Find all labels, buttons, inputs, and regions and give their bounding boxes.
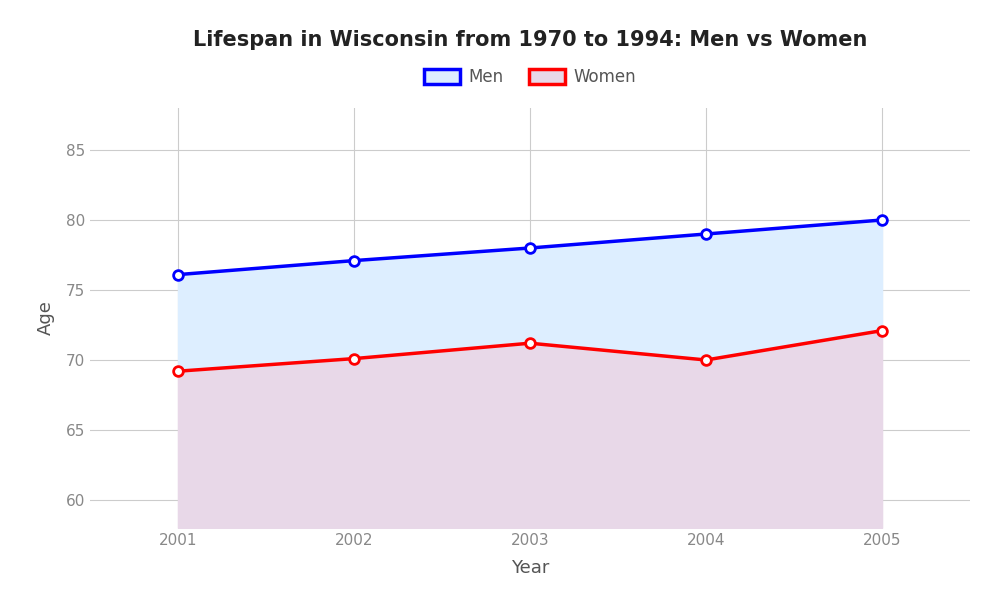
- Legend: Men, Women: Men, Women: [417, 62, 643, 93]
- Y-axis label: Age: Age: [37, 301, 55, 335]
- X-axis label: Year: Year: [511, 559, 549, 577]
- Title: Lifespan in Wisconsin from 1970 to 1994: Men vs Women: Lifespan in Wisconsin from 1970 to 1994:…: [193, 29, 867, 49]
